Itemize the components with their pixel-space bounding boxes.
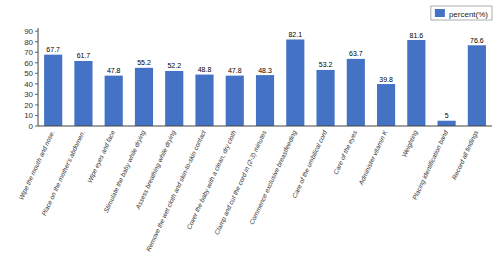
x-axis <box>38 126 492 127</box>
y-tick-label: 70 <box>24 48 33 57</box>
bar <box>226 76 244 126</box>
bar <box>286 39 304 126</box>
legend: percent(%) <box>431 6 492 20</box>
data-label: 55.2 <box>137 59 151 66</box>
data-label: 82.1 <box>288 31 302 38</box>
legend-label: percent(%) <box>449 10 488 19</box>
data-label: 53.2 <box>319 61 333 68</box>
bar <box>407 40 425 126</box>
data-label: 61.7 <box>77 52 91 59</box>
x-tick-label: Weighting <box>400 129 420 159</box>
x-tick-label: Place on the mother's abdomen. <box>40 129 86 217</box>
legend-frame <box>431 6 492 20</box>
y-tick-label: 90 <box>24 27 33 36</box>
x-tick-label: Care of the eyes <box>332 129 360 176</box>
bar <box>195 75 213 126</box>
y-axis <box>38 28 39 126</box>
data-label: 48.3 <box>258 67 272 74</box>
x-tick-label: Commence exclusive breastfeeding <box>248 129 299 226</box>
bar <box>256 75 274 126</box>
y-tick-label: 0 <box>29 122 34 131</box>
x-tick-label: Placing identification band <box>411 129 450 201</box>
data-label: 67.7 <box>46 46 60 53</box>
x-tick-label: Cover the baby with a clean, dry cloth <box>185 129 238 231</box>
bar <box>105 76 123 126</box>
data-label: 39.8 <box>379 76 393 83</box>
data-label: 52.2 <box>167 62 181 69</box>
bar <box>316 70 334 126</box>
y-tick-label: 50 <box>24 69 33 78</box>
data-label: 63.7 <box>349 50 363 57</box>
bar <box>377 84 395 126</box>
bar <box>438 121 456 126</box>
data-label: 47.8 <box>228 67 242 74</box>
y-tick-label: 40 <box>24 80 33 89</box>
data-label: 47.8 <box>107 67 121 74</box>
bar <box>44 55 62 126</box>
x-tick-label: Record all findings <box>450 129 480 182</box>
bar <box>165 71 183 126</box>
data-label: 76.6 <box>470 37 484 44</box>
x-tick-label: Care of the umbilical cord <box>291 129 329 199</box>
y-tick-label: 30 <box>24 90 33 99</box>
y-tick-label: 10 <box>24 111 33 120</box>
x-tick-label: Clamp and cut the cord in (2-3) minutes <box>213 129 269 237</box>
x-tick-label: Remove the wet cloth and skin-to-skin co… <box>145 128 208 252</box>
y-tick-label: 20 <box>24 101 33 110</box>
bars <box>44 39 486 126</box>
x-tick-label: Wipe eyes and face <box>86 129 118 184</box>
legend-swatch <box>435 9 445 17</box>
data-label: 5 <box>445 112 449 119</box>
bar <box>135 68 153 126</box>
chart: 0 1020 3040 5060 7080 90 67.7 61.7 47.8 55.2 52.2 4… <box>0 0 500 257</box>
y-tick-label: 80 <box>24 38 33 47</box>
y-tick-label: 60 <box>24 59 33 68</box>
bar <box>74 61 92 126</box>
data-label: 81.6 <box>410 32 424 39</box>
data-label: 48.8 <box>198 66 212 73</box>
bar <box>347 59 365 126</box>
x-tick-label: Administer vitamin K <box>357 129 389 187</box>
bar <box>468 45 486 126</box>
